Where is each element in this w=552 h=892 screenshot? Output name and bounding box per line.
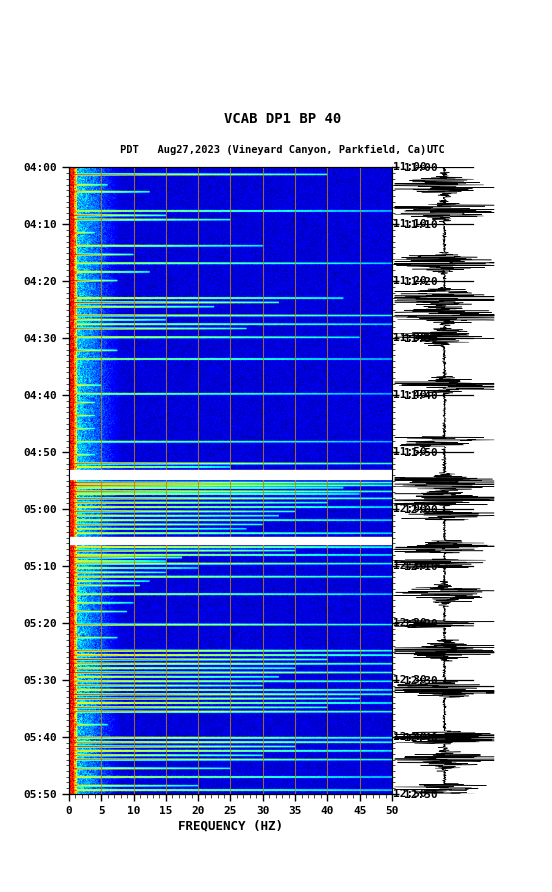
Polygon shape [6,34,26,67]
Text: 11:00: 11:00 [393,162,427,172]
Text: 12:20: 12:20 [393,618,427,628]
Text: 12:00: 12:00 [393,504,427,514]
X-axis label: FREQUENCY (HZ): FREQUENCY (HZ) [178,820,283,833]
Text: PDT   Aug27,2023 (Vineyard Canyon, Parkfield, Ca): PDT Aug27,2023 (Vineyard Canyon, Parkfie… [120,145,427,154]
Text: 12:10: 12:10 [393,561,427,571]
Bar [69,537,392,544]
Text: 12:40: 12:40 [393,732,427,742]
Text: 11:10: 11:10 [393,219,427,229]
Text: 12:50: 12:50 [393,789,427,799]
Text: USGS: USGS [18,35,45,45]
Text: VCAB DP1 BP 40: VCAB DP1 BP 40 [224,112,342,126]
Text: 11:20: 11:20 [393,277,427,286]
Text: 11:50: 11:50 [393,447,427,458]
Bar [69,470,392,479]
Text: 11:30: 11:30 [393,334,427,343]
Text: 12:30: 12:30 [393,675,427,685]
Text: UTC: UTC [427,145,445,154]
Text: 11:40: 11:40 [393,391,427,401]
